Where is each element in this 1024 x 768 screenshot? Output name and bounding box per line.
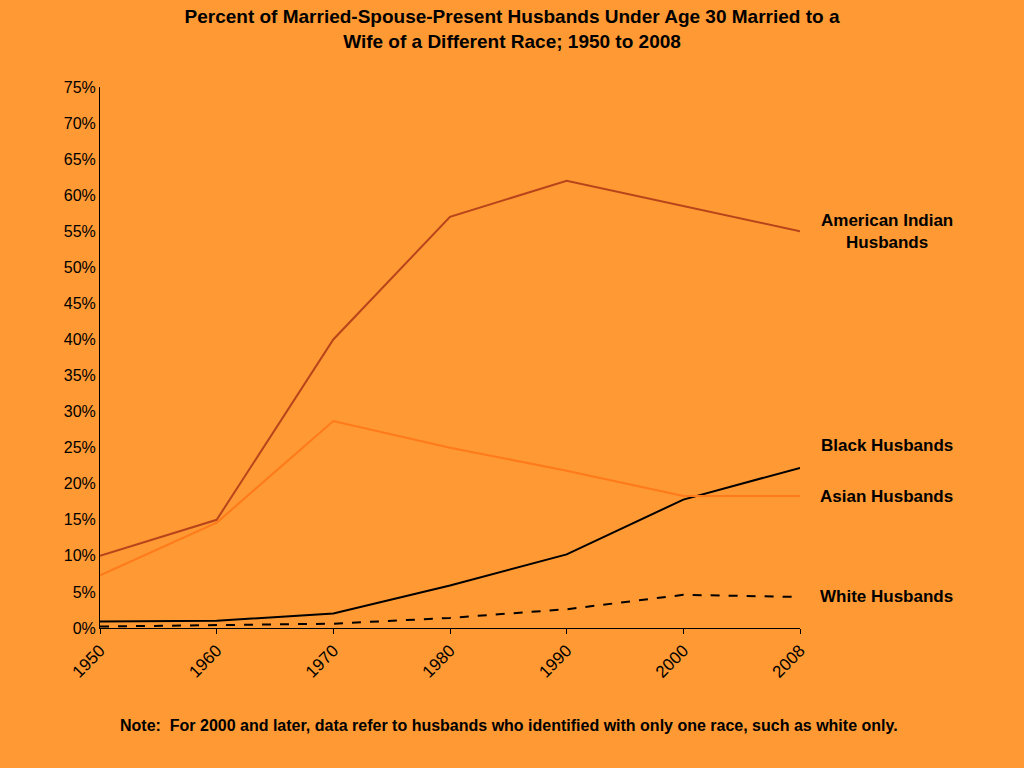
svg-text:Percent of Married-Spouse-Pres: Percent of Married-Spouse-Present Husban… <box>185 6 840 52</box>
svg-text:1960: 1960 <box>185 641 225 681</box>
svg-text:40%: 40% <box>64 331 96 348</box>
svg-text:0%: 0% <box>73 620 96 637</box>
svg-text:5%: 5% <box>73 584 96 601</box>
svg-text:1970: 1970 <box>302 641 342 681</box>
svg-text:75%: 75% <box>64 79 96 96</box>
svg-text:1950: 1950 <box>69 641 109 681</box>
svg-text:10%: 10% <box>64 547 96 564</box>
svg-text:Black Husbands: Black Husbands <box>821 436 953 455</box>
svg-text:1980: 1980 <box>419 641 459 681</box>
svg-text:70%: 70% <box>64 115 96 132</box>
svg-text:20%: 20% <box>64 475 96 492</box>
svg-text:45%: 45% <box>64 295 96 312</box>
svg-text:2008: 2008 <box>769 641 809 681</box>
svg-text:50%: 50% <box>64 259 96 276</box>
svg-text:55%: 55% <box>64 223 96 240</box>
svg-text:30%: 30% <box>64 403 96 420</box>
svg-text:Note: For 2000 and later, dat: Note: For 2000 and later, data refer to … <box>120 717 898 734</box>
svg-text:25%: 25% <box>64 439 96 456</box>
svg-text:Asian Husbands: Asian Husbands <box>820 487 953 506</box>
svg-text:White Husbands: White Husbands <box>820 587 953 606</box>
svg-text:American IndianHusbands: American IndianHusbands <box>821 211 953 252</box>
svg-text:65%: 65% <box>64 151 96 168</box>
svg-text:15%: 15% <box>64 511 96 528</box>
svg-text:1990: 1990 <box>535 641 575 681</box>
svg-text:2000: 2000 <box>652 641 692 681</box>
svg-text:60%: 60% <box>64 187 96 204</box>
svg-text:35%: 35% <box>64 367 96 384</box>
